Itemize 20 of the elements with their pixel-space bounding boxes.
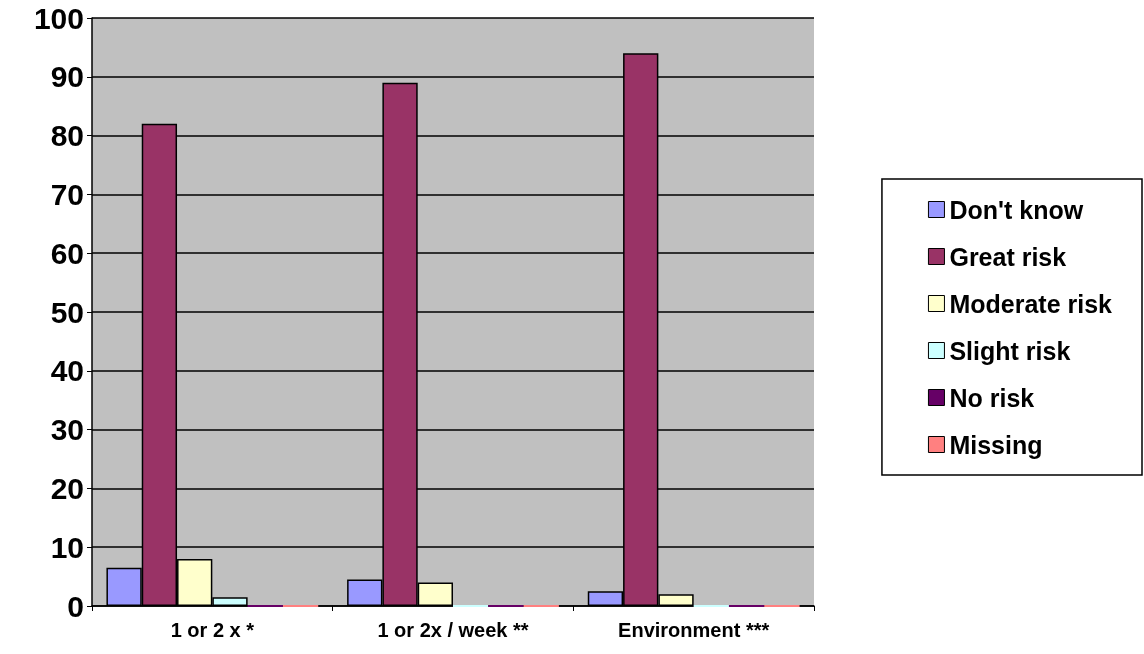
- x-tick-label: 1 or 2x / week **: [377, 619, 529, 641]
- y-tick-label: 0: [67, 589, 84, 623]
- y-tick-label: 80: [50, 119, 84, 153]
- legend-label: No risk: [949, 383, 1035, 412]
- y-tick-label: 60: [50, 236, 84, 270]
- x-tick-label: 1 or 2 x *: [170, 619, 255, 641]
- y-tick-label: 30: [50, 413, 84, 447]
- y-tick-label: 50: [50, 295, 84, 329]
- y-tick-label: 20: [50, 471, 84, 505]
- legend-label: Moderate risk: [949, 289, 1113, 318]
- y-tick-label: 90: [50, 60, 84, 94]
- legend-label: Slight risk: [949, 336, 1071, 365]
- x-tick-label: Environment ***: [618, 619, 770, 641]
- y-tick-label: 100: [33, 1, 84, 35]
- legend-label: Missing: [949, 430, 1043, 459]
- y-tick-label: 40: [50, 354, 84, 388]
- legend-label: Don't know: [949, 195, 1084, 224]
- y-tick-label: 70: [50, 177, 84, 211]
- y-tick-label: 10: [50, 530, 84, 564]
- legend-label: Great risk: [949, 242, 1067, 271]
